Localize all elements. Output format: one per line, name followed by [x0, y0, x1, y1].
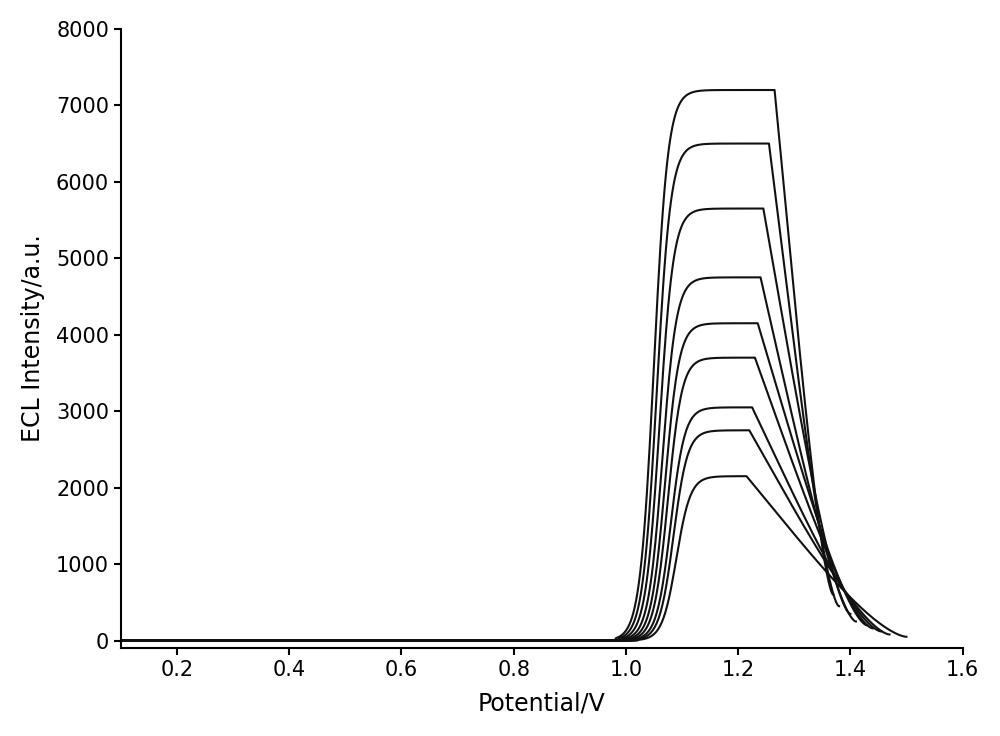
Y-axis label: ECL Intensity/a.u.: ECL Intensity/a.u. [21, 235, 45, 442]
X-axis label: Potential/V: Potential/V [478, 691, 606, 715]
